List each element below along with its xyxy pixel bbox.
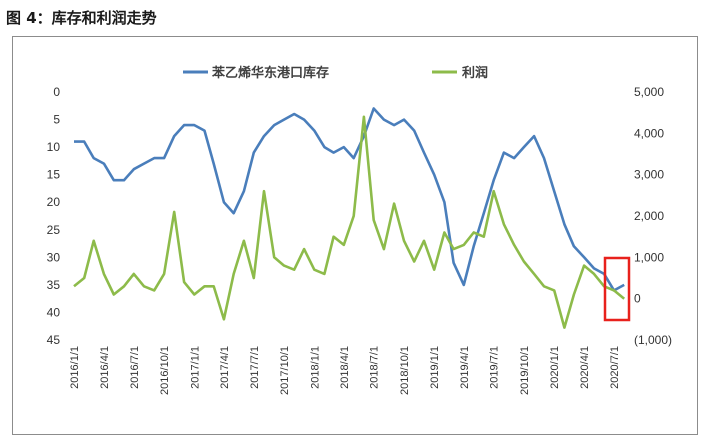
y-right-tick-label: 5,000 (634, 85, 664, 99)
x-tick-label: 2018/10/1 (399, 346, 411, 395)
series-line-inventory (74, 107, 625, 292)
x-tick-label: 2016/4/1 (99, 346, 111, 389)
y-right-tick-label: 2,000 (634, 209, 664, 223)
x-tick-label: 2019/4/1 (459, 346, 471, 389)
y-left-tick-label: 0 (53, 85, 60, 99)
x-tick-label: 2020/4/1 (579, 346, 591, 389)
y-left-tick-label: 40 (47, 305, 61, 319)
x-tick-label: 2020/1/1 (549, 346, 561, 389)
x-tick-label: 2016/10/1 (159, 346, 171, 395)
y-right-tick-label: 3,000 (634, 168, 664, 182)
y-right-tick-label: 1,000 (634, 250, 664, 264)
x-tick-label: 2018/1/1 (309, 346, 321, 389)
x-tick-label: 2017/4/1 (219, 346, 231, 389)
y-left-tick-label: 10 (47, 140, 61, 154)
y-left-tick-label: 30 (47, 250, 61, 264)
x-tick-label: 2018/7/1 (369, 346, 381, 389)
y-right-tick-label: 4,000 (634, 126, 664, 140)
y-left-tick-label: 5 (53, 113, 60, 127)
legend-inventory-label: 苯乙烯华东港口库存 (211, 65, 329, 81)
y-left-tick-label: 20 (47, 195, 61, 209)
x-tick-label: 2019/10/1 (519, 346, 531, 395)
x-tick-label: 2017/7/1 (249, 346, 261, 389)
y-left-tick-label: 45 (47, 333, 61, 347)
x-tick-label: 2016/1/1 (69, 346, 81, 389)
x-tick-label: 2019/1/1 (429, 346, 441, 389)
legend-profit-label: 利润 (462, 65, 488, 81)
highlight-box (603, 256, 631, 322)
x-tick-label: 2016/7/1 (129, 346, 141, 389)
chart-title: 图 4：库存和利润走势 (6, 9, 157, 27)
x-tick-label: 2017/1/1 (189, 346, 201, 389)
y-right-tick-label: 0 (634, 292, 641, 306)
y-left-tick-label: 25 (47, 223, 61, 237)
x-tick-label: 2017/10/1 (279, 346, 291, 395)
y-right-tick-label: (1,000) (634, 333, 672, 347)
y-left-tick-label: 35 (47, 278, 61, 292)
chart-frame (12, 36, 698, 435)
x-tick-label: 2020/7/1 (609, 346, 621, 389)
x-tick-label: 2019/7/1 (489, 346, 501, 389)
y-left-tick-label: 15 (47, 168, 61, 182)
series-line-profit (73, 115, 626, 329)
x-tick-label: 2018/4/1 (339, 346, 351, 389)
